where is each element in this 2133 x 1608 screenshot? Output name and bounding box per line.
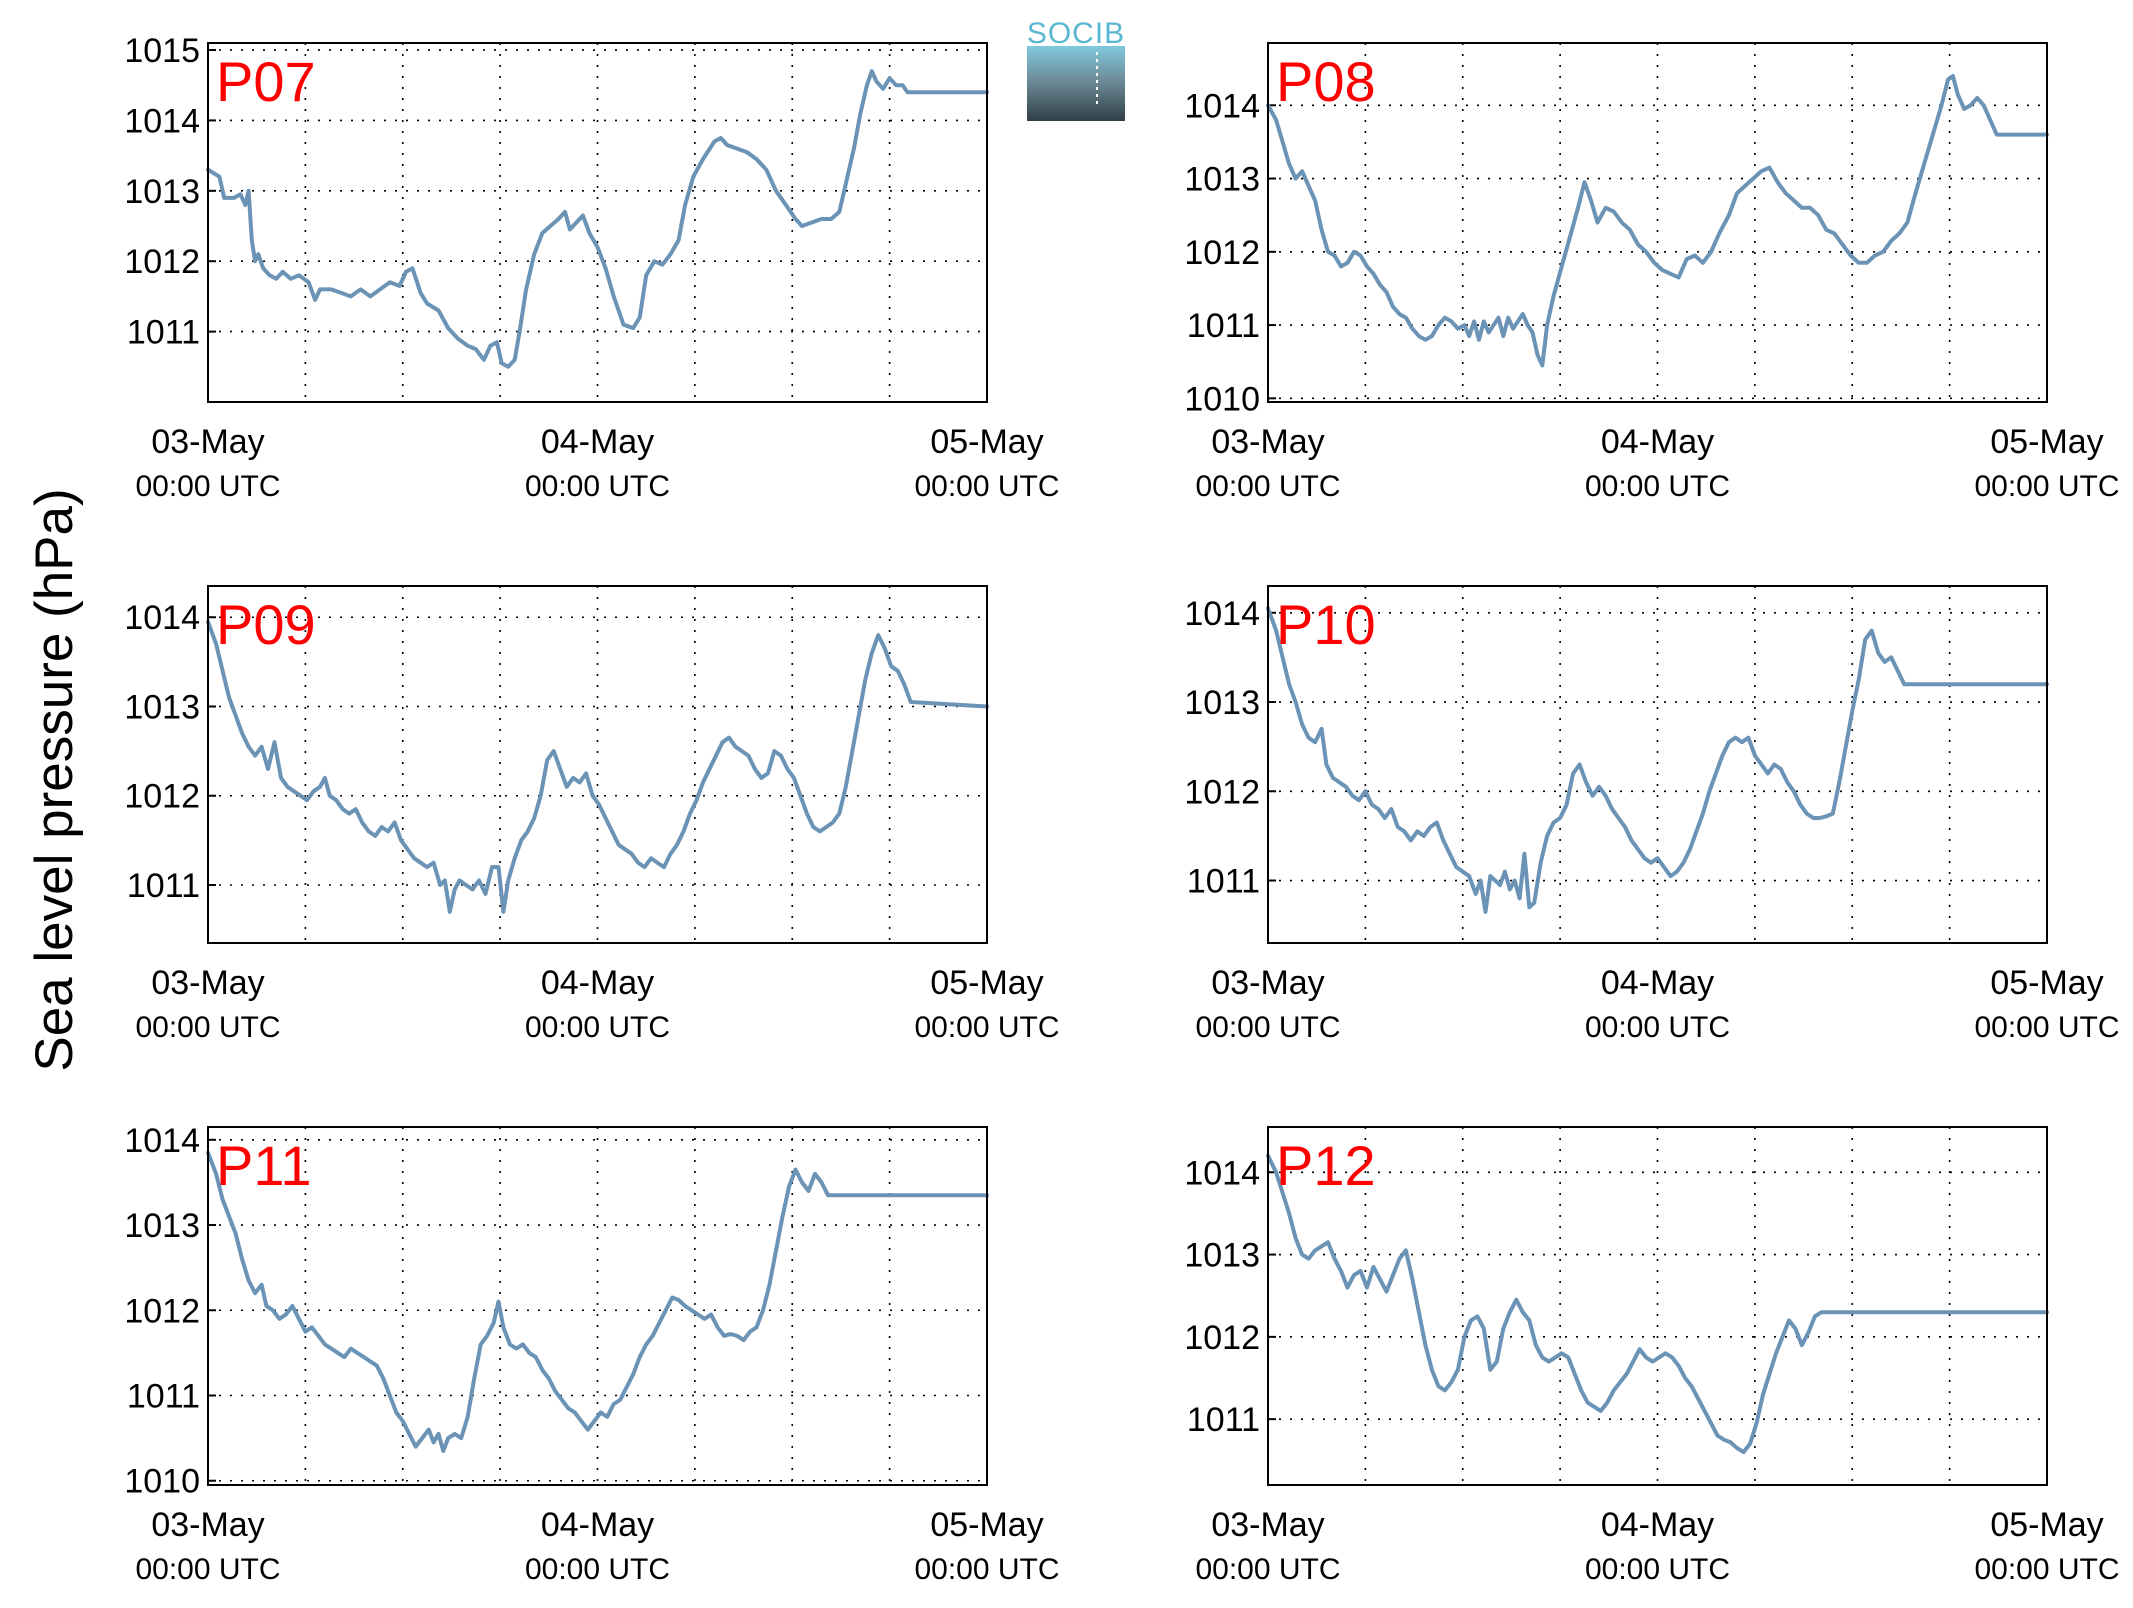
y-tick-label: 1011 — [1187, 307, 1260, 345]
x-tick-sublabel: 00:00 UTC — [914, 1553, 1059, 1586]
y-tick-label: 1012 — [1184, 773, 1260, 811]
y-tick-label: 1011 — [1187, 863, 1260, 901]
x-tick-label: 04-May — [1601, 423, 1714, 461]
x-tick-sublabel: 00:00 UTC — [135, 1011, 280, 1044]
x-tick-sublabel: 00:00 UTC — [1585, 1553, 1730, 1586]
y-tick-label: 1014 — [1184, 87, 1260, 125]
series-line-p09 — [206, 619, 989, 914]
x-tick-label: 04-May — [541, 1506, 654, 1544]
x-tick-label: 04-May — [541, 964, 654, 1002]
x-tick-label: 03-May — [151, 423, 264, 461]
y-tick-label: 1013 — [1184, 684, 1260, 722]
x-tick-label: 03-May — [151, 1506, 264, 1544]
series-line-p10 — [1266, 606, 2049, 914]
x-tick-label: 03-May — [1211, 423, 1324, 461]
y-tick-label: 1011 — [127, 867, 200, 905]
axes-frame — [207, 42, 988, 403]
y-tick-label: 1014 — [1184, 1154, 1260, 1192]
panel-label-p08: P08 — [1276, 50, 1376, 113]
panel-label-p09: P09 — [216, 593, 316, 656]
y-tick-label: 1014 — [124, 102, 200, 140]
y-tick-label: 1012 — [1184, 1319, 1260, 1357]
series-line-p12 — [1266, 1153, 2049, 1455]
y-tick-label: 1010 — [124, 1463, 200, 1501]
y-tick-label: 1013 — [1184, 161, 1260, 199]
x-tick-sublabel: 00:00 UTC — [1974, 1011, 2119, 1044]
y-tick-label: 1013 — [1184, 1237, 1260, 1275]
x-tick-label: 04-May — [1601, 1506, 1714, 1544]
y-tick-label: 1013 — [124, 688, 200, 726]
y-tick-label: 1013 — [124, 173, 200, 211]
panel-p12: 1011 1012 1013 1014 03-May 00:00 UTC 04-May 00:… — [1184, 1126, 2120, 1586]
panel-label-p10: P10 — [1276, 593, 1376, 656]
y-axis-label: Sea level pressure (hPa) — [25, 488, 84, 1071]
x-tick-sublabel: 00:00 UTC — [1974, 470, 2119, 503]
y-tick-label: 1014 — [1184, 595, 1260, 633]
axes-frame — [1267, 585, 2048, 944]
panel-p10: 1011 1012 1013 1014 03-May 00:00 UTC 04-May 00:… — [1184, 585, 2120, 1044]
axes-frame — [207, 585, 988, 944]
y-tick-label: 1011 — [127, 314, 200, 352]
y-tick-label: 1012 — [124, 1292, 200, 1330]
x-tick-sublabel: 00:00 UTC — [525, 1553, 670, 1586]
panel-p07: 1011 1012 1013 1014 1015 03-May 00:00 UTC 04-Ma… — [124, 32, 1059, 503]
x-tick-label: 05-May — [1990, 423, 2103, 461]
axes-frame — [1267, 1126, 2048, 1486]
axes-frame — [1267, 42, 2048, 403]
x-tick-sublabel: 00:00 UTC — [1195, 1011, 1340, 1044]
series-line-p07 — [206, 69, 989, 369]
x-tick-label: 05-May — [930, 423, 1043, 461]
axes-frame — [207, 1126, 988, 1486]
x-tick-label: 05-May — [930, 1506, 1043, 1544]
panel-p11: 1010 1011 1012 1013 1014 03-May 00:00 UTC 04-Ma… — [124, 1122, 1059, 1586]
y-tick-label: 1013 — [124, 1207, 200, 1245]
y-tick-label: 1014 — [124, 1122, 200, 1160]
x-tick-sublabel: 00:00 UTC — [135, 1553, 280, 1586]
x-tick-sublabel: 00:00 UTC — [135, 470, 280, 503]
x-tick-label: 04-May — [541, 423, 654, 461]
y-tick-label: 1012 — [124, 778, 200, 816]
x-tick-sublabel: 00:00 UTC — [1195, 1553, 1340, 1586]
y-tick-label: 1011 — [1187, 1401, 1260, 1439]
y-tick-label: 1012 — [124, 243, 200, 281]
y-tick-label: 1014 — [124, 599, 200, 637]
x-tick-label: 05-May — [1990, 1506, 2103, 1544]
logo-text: SOCIB — [1027, 17, 1125, 50]
x-tick-label: 03-May — [1211, 1506, 1324, 1544]
x-tick-sublabel: 00:00 UTC — [914, 470, 1059, 503]
x-tick-sublabel: 00:00 UTC — [525, 470, 670, 503]
series-line-p08 — [1266, 74, 2049, 368]
x-tick-label: 03-May — [1211, 964, 1324, 1002]
y-tick-label: 1011 — [127, 1378, 200, 1416]
y-tick-label: 1012 — [1184, 234, 1260, 272]
x-tick-sublabel: 00:00 UTC — [525, 1011, 670, 1044]
y-tick-label: 1010 — [1184, 380, 1260, 418]
x-tick-label: 04-May — [1601, 964, 1714, 1002]
x-tick-label: 03-May — [151, 964, 264, 1002]
x-tick-sublabel: 00:00 UTC — [1585, 470, 1730, 503]
panel-p09: 1011 1012 1013 1014 03-May 00:00 UTC 04-May 00:… — [124, 585, 1060, 1044]
x-tick-sublabel: 00:00 UTC — [914, 1011, 1059, 1044]
x-tick-label: 05-May — [930, 964, 1043, 1002]
panel-label-p07: P07 — [216, 50, 316, 113]
panel-p08: 1010 1011 1012 1013 1014 03-May 00:00 UTC 04-Ma… — [1184, 42, 2120, 503]
panel-label-p11: P11 — [216, 1134, 311, 1197]
y-tick-label: 1015 — [124, 32, 200, 70]
x-tick-label: 05-May — [1990, 964, 2103, 1002]
panel-label-p12: P12 — [1276, 1134, 1376, 1197]
x-tick-sublabel: 00:00 UTC — [1974, 1553, 2119, 1586]
logo-gradient-block — [1027, 46, 1125, 121]
panels: 1011 1012 1013 1014 1015 03-May 00:00 UTC 04-Ma… — [124, 32, 2119, 1586]
x-tick-sublabel: 00:00 UTC — [1195, 470, 1340, 503]
socib-logo: SOCIB — [1027, 17, 1125, 121]
series-line-p11 — [206, 1150, 989, 1453]
x-tick-sublabel: 00:00 UTC — [1585, 1011, 1730, 1044]
